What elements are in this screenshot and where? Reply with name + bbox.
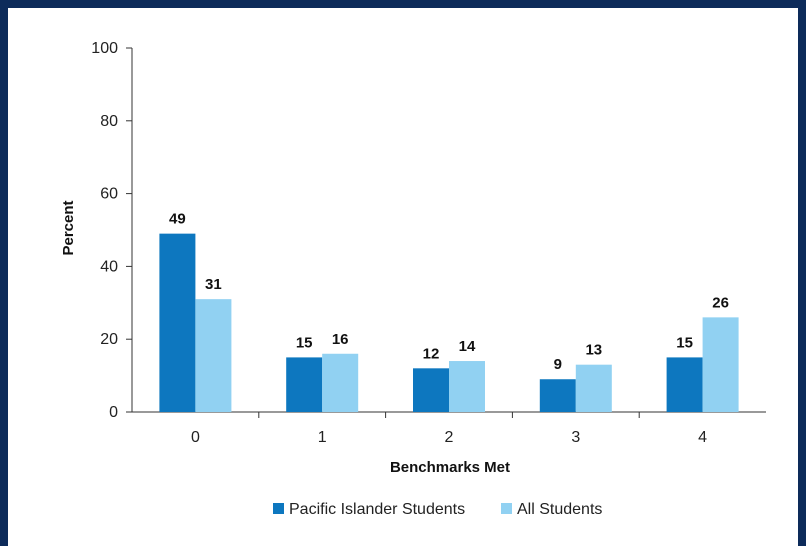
- x-axis-title: Benchmarks Met: [390, 459, 510, 476]
- bar-pacific-islander: [539, 379, 576, 412]
- x-tick-label: 0: [191, 429, 200, 446]
- legend-swatch-pacific-islander: [273, 503, 284, 514]
- data-label: 13: [585, 342, 602, 359]
- data-label: 16: [332, 331, 349, 348]
- bar-pacific-islander: [159, 233, 196, 412]
- x-axis: 0 1 2 3 4: [132, 411, 766, 446]
- x-tick-label: 1: [318, 429, 327, 446]
- y-tick-label: 40: [100, 258, 118, 275]
- y-axis: 0 20 40 60 80 100: [91, 40, 133, 421]
- x-tick-label: 4: [698, 429, 707, 446]
- legend-swatch-all-students: [501, 503, 512, 514]
- bar-all-students: [702, 317, 739, 412]
- bar-pacific-islander: [286, 357, 323, 412]
- legend-label-all-students: All Students: [517, 501, 602, 518]
- y-tick-label: 0: [109, 404, 118, 421]
- bar-pacific-islander: [666, 357, 703, 412]
- data-labels: 49 31 15 16 12 14 9 13 15 26: [169, 211, 729, 374]
- data-label: 31: [205, 276, 222, 293]
- data-label: 14: [459, 338, 476, 355]
- data-label: 12: [423, 345, 440, 362]
- legend-label-pacific-islander: Pacific Islander Students: [289, 501, 465, 518]
- bars: [159, 233, 739, 412]
- y-axis-title: Percent: [60, 200, 77, 255]
- data-label: 15: [296, 334, 313, 351]
- bar-all-students: [322, 353, 359, 412]
- data-label: 49: [169, 211, 186, 228]
- legend: Pacific Islander Students All Students: [273, 501, 602, 518]
- x-tick-label: 3: [571, 429, 580, 446]
- data-label: 9: [554, 356, 562, 373]
- y-tick-label: 20: [100, 331, 118, 348]
- y-tick-label: 60: [100, 186, 118, 203]
- y-tick-label: 100: [91, 40, 118, 57]
- y-tick-label: 80: [100, 113, 118, 130]
- x-tick-label: 2: [445, 429, 454, 446]
- bar-pacific-islander: [413, 368, 449, 412]
- bar-all-students: [195, 299, 232, 412]
- bar-all-students: [449, 361, 485, 412]
- data-label: 26: [712, 294, 729, 311]
- bar-all-students: [575, 364, 612, 412]
- data-label: 15: [676, 334, 693, 351]
